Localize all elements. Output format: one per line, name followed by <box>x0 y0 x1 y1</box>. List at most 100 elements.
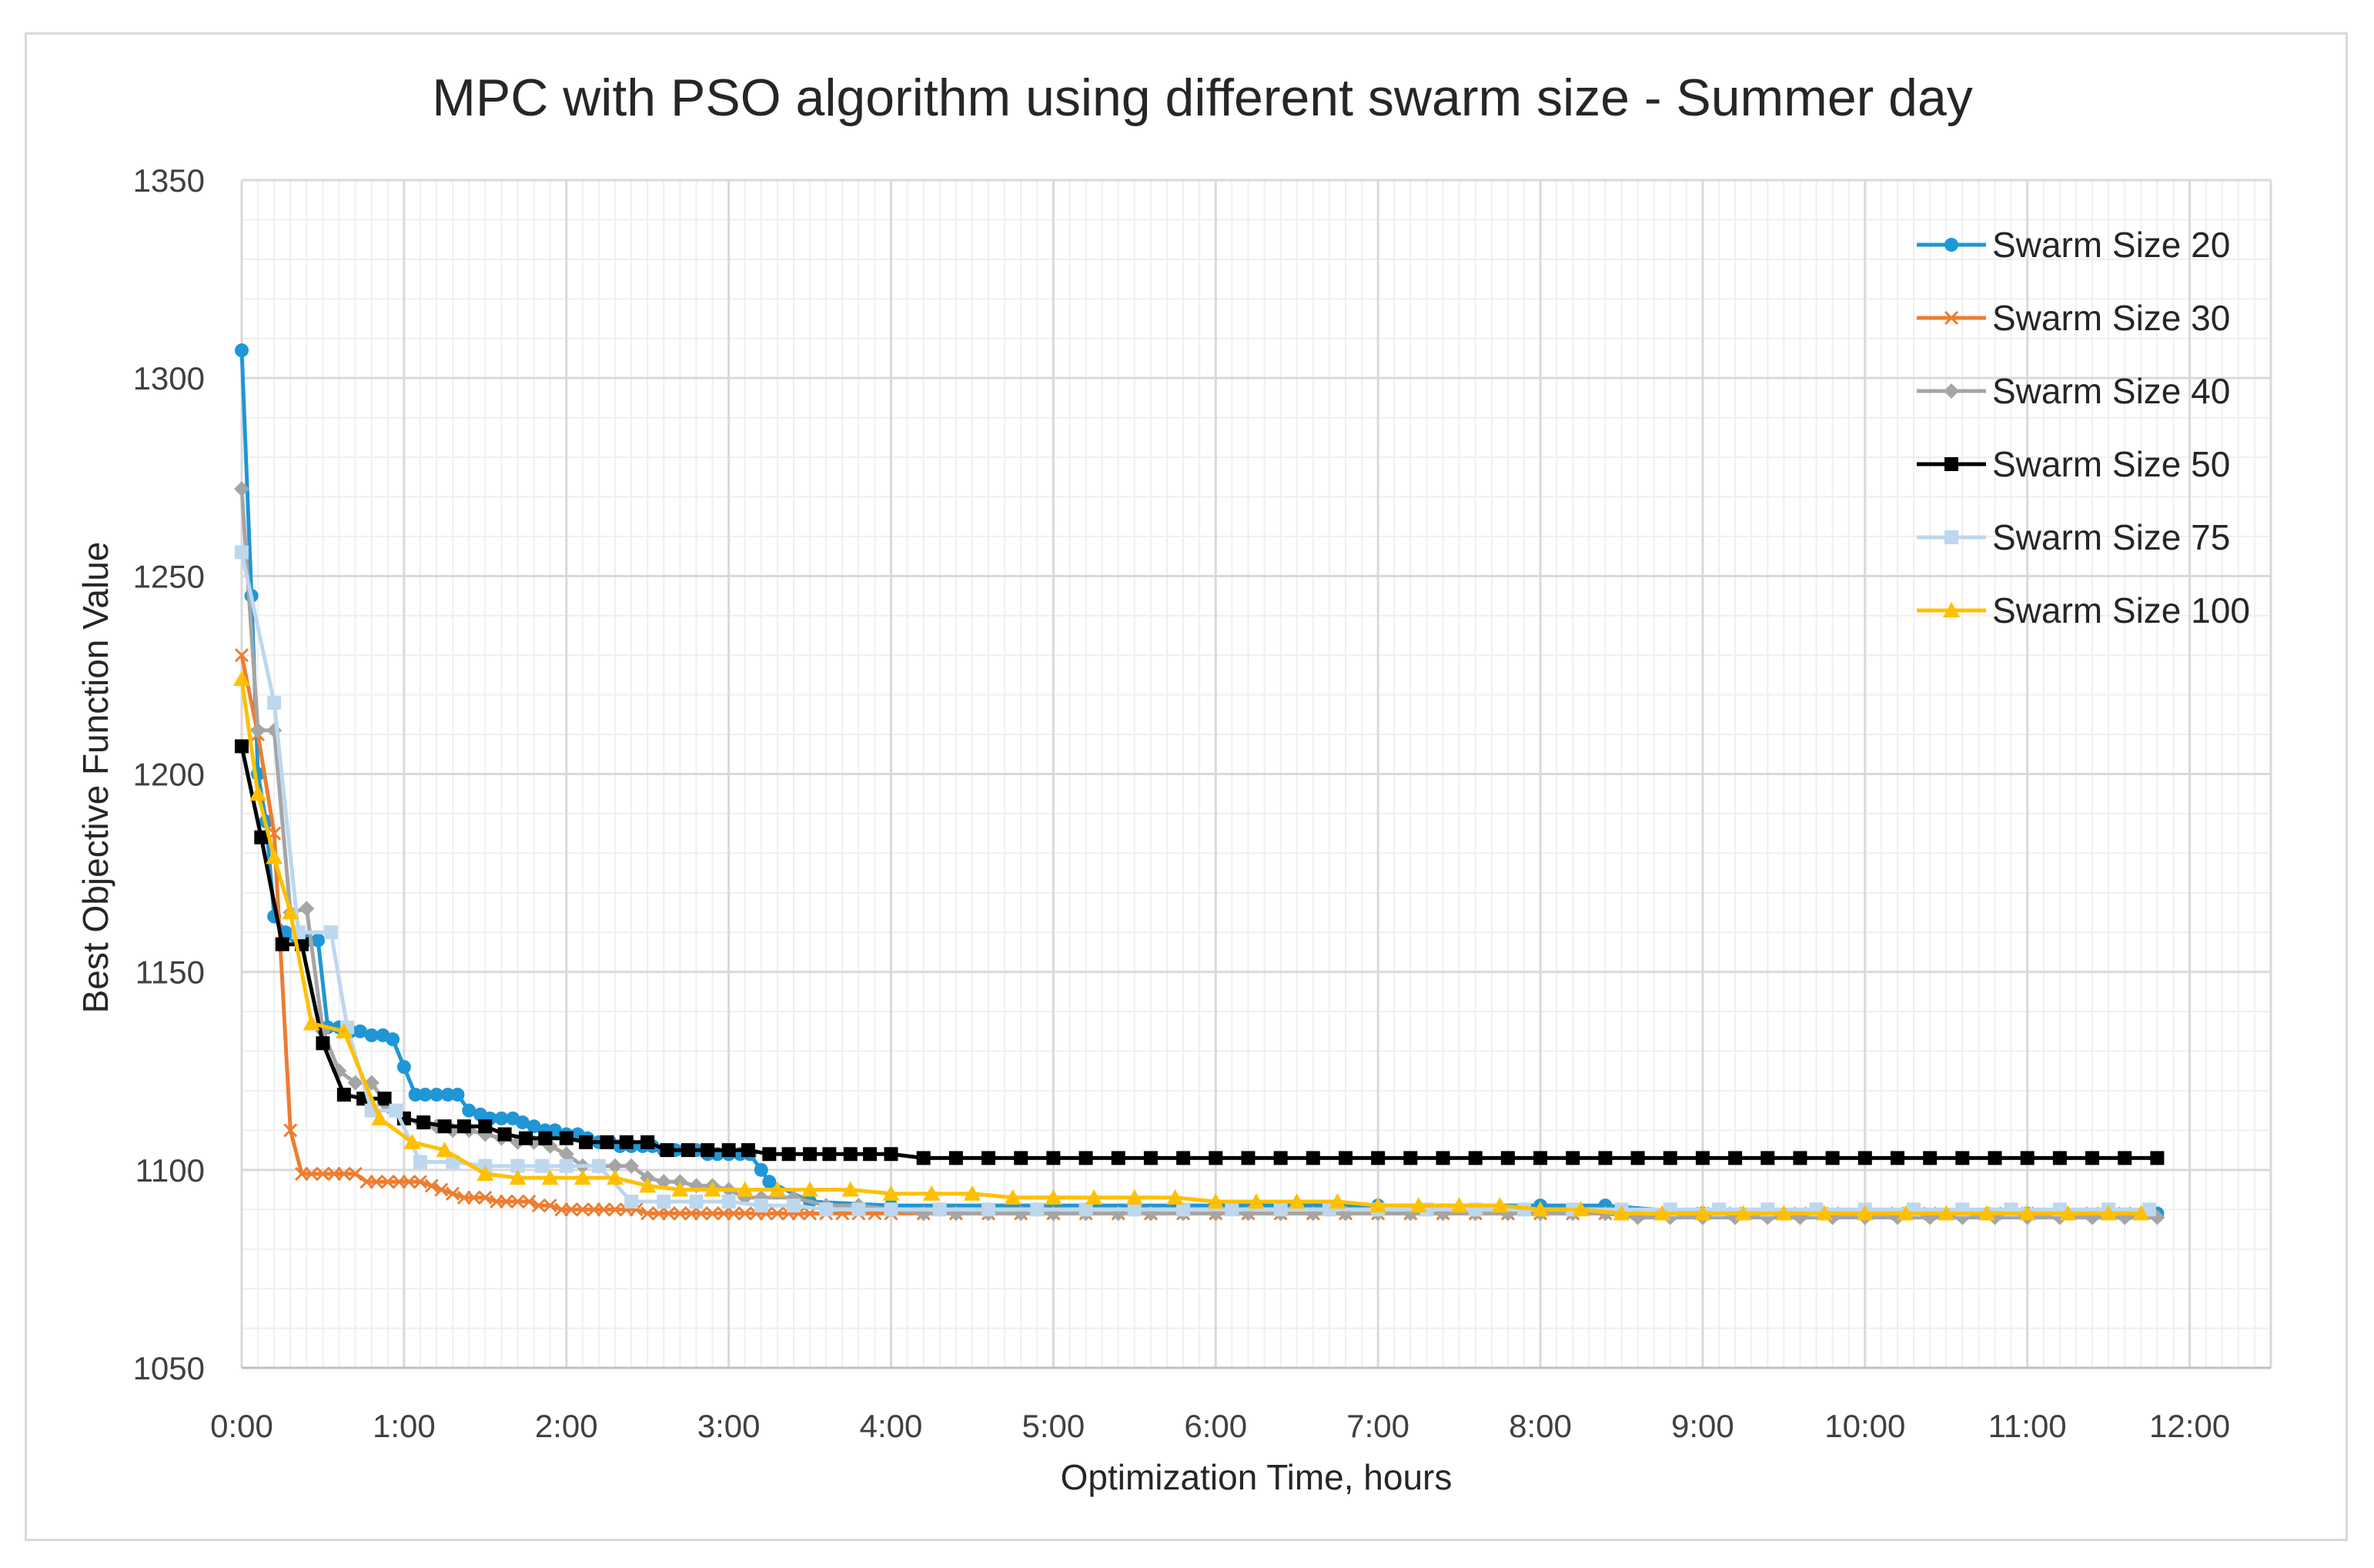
data-point <box>1004 1189 1021 1205</box>
data-point <box>1207 1192 1225 1209</box>
data-point <box>283 1123 298 1138</box>
data-point <box>1176 1202 1191 1217</box>
data-point <box>822 1147 837 1162</box>
legend-label: Swarm Size 30 <box>1992 298 2230 338</box>
x-tick-label: 12:00 <box>2149 1408 2230 1444</box>
data-point <box>640 1206 655 1221</box>
data-point <box>1209 1151 1223 1165</box>
data-point <box>607 1158 624 1174</box>
y-tick-label: 1050 <box>133 1350 205 1386</box>
data-point <box>519 1131 533 1145</box>
legend-item: Swarm Size 40 <box>1917 371 2230 411</box>
data-point <box>386 1032 400 1047</box>
data-point <box>336 1166 351 1182</box>
data-point <box>1856 1205 1874 1221</box>
data-point <box>1728 1151 1743 1165</box>
data-point <box>413 1175 428 1189</box>
data-point <box>624 1158 640 1174</box>
x-tick-label: 1:00 <box>373 1408 436 1444</box>
data-point <box>2142 1202 2156 1217</box>
data-point <box>541 1169 559 1185</box>
data-point <box>1143 1151 1158 1165</box>
data-point <box>1566 1151 1580 1165</box>
data-point <box>510 1158 525 1173</box>
data-point <box>559 1131 573 1145</box>
data-point <box>1897 1205 1914 1221</box>
data-point <box>673 1206 687 1221</box>
data-point <box>1014 1151 1028 1165</box>
data-point <box>607 1202 623 1217</box>
data-point <box>1371 1151 1386 1165</box>
data-point <box>705 1206 720 1221</box>
x-tick-label: 5:00 <box>1022 1408 1085 1444</box>
data-point <box>1436 1151 1450 1165</box>
x-tick-label: 8:00 <box>1509 1408 1572 1444</box>
data-point <box>762 1147 777 1162</box>
data-point <box>1500 1151 1515 1165</box>
data-point <box>768 1181 786 1197</box>
data-point <box>721 1194 736 1209</box>
data-point <box>657 1194 671 1209</box>
data-point <box>509 1169 527 1185</box>
data-point <box>348 1166 363 1182</box>
data-point <box>446 1186 460 1201</box>
data-point <box>1046 1151 1061 1165</box>
data-point <box>234 648 249 663</box>
data-point <box>1248 1192 1265 1209</box>
series-3 <box>235 739 2165 1165</box>
data-point <box>335 1022 353 1038</box>
legend-label: Swarm Size 100 <box>1992 590 2250 630</box>
data-point <box>694 1206 708 1221</box>
data-point <box>981 1151 996 1165</box>
data-point <box>418 1088 433 1102</box>
data-point <box>2085 1151 2100 1165</box>
y-tick-label: 1200 <box>133 757 205 793</box>
data-point <box>843 1147 858 1162</box>
data-point <box>754 1162 768 1177</box>
data-point <box>1306 1151 1320 1165</box>
data-point <box>851 1202 866 1217</box>
data-point <box>2132 1205 2150 1221</box>
data-point <box>522 1194 537 1209</box>
data-point <box>1653 1205 1671 1221</box>
major-gridlines <box>240 179 2272 1369</box>
data-point <box>494 1111 509 1125</box>
x-tick-label: 3:00 <box>697 1408 761 1444</box>
data-point <box>579 1135 594 1149</box>
data-point <box>1288 1192 1306 1209</box>
data-point <box>1125 1189 1143 1205</box>
data-point <box>726 1206 741 1221</box>
data-point <box>639 1177 657 1193</box>
data-point <box>1630 1151 1645 1165</box>
data-point <box>801 1181 819 1197</box>
data-point <box>235 343 249 358</box>
data-point <box>299 901 315 917</box>
legend-marker <box>1944 457 1958 471</box>
x-axis-label: Optimization Time, hours <box>1061 1457 1453 1497</box>
data-point <box>510 1194 525 1209</box>
data-point <box>323 925 338 940</box>
data-point <box>754 1199 768 1213</box>
data-point <box>1532 1201 1550 1217</box>
legend-label: Swarm Size 20 <box>1992 225 2230 265</box>
data-point <box>430 1088 444 1102</box>
data-point <box>1273 1202 1288 1217</box>
data-point <box>402 1175 416 1189</box>
legend-item: Swarm Size 50 <box>1917 444 2230 484</box>
legend: Swarm Size 20 Swarm Size 30 Swarm Size 40 S… <box>1917 225 2250 630</box>
data-point <box>770 1206 784 1221</box>
data-point <box>1572 1201 1590 1217</box>
y-axis-label: Best Objective Function Value <box>75 542 115 1014</box>
y-tick-label: 1350 <box>133 162 205 199</box>
data-point <box>515 1115 530 1130</box>
data-point <box>235 739 249 754</box>
data-point <box>311 933 326 948</box>
data-point <box>1734 1205 1752 1221</box>
legend-item: Swarm Size 20 <box>1917 225 2230 265</box>
data-point <box>1663 1151 1677 1165</box>
data-point <box>884 1147 898 1162</box>
data-point <box>436 1142 453 1158</box>
data-point <box>640 1135 655 1149</box>
data-point <box>1825 1151 1840 1165</box>
data-point <box>704 1181 721 1197</box>
